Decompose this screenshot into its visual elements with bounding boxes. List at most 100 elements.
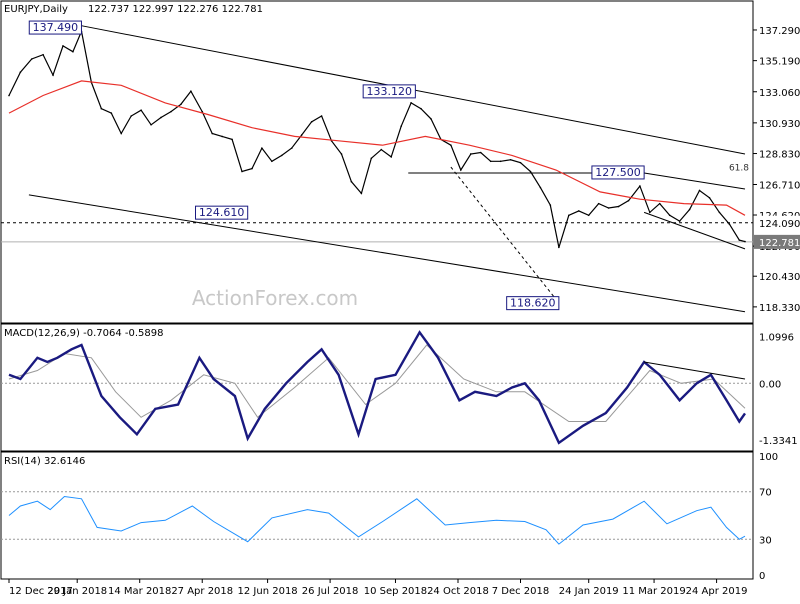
price-point xyxy=(390,156,393,158)
rsi-y-tick-label: 100 xyxy=(759,452,778,463)
rsi-y-tick-label: 30 xyxy=(759,535,772,546)
price-point xyxy=(509,159,512,161)
price-point xyxy=(668,214,671,217)
price-point xyxy=(558,246,560,249)
price-point xyxy=(587,214,590,217)
price-point xyxy=(251,167,253,170)
price-point xyxy=(271,160,273,163)
macd-line xyxy=(8,330,746,445)
price-point xyxy=(469,153,472,155)
price-point xyxy=(300,134,303,136)
price-point xyxy=(140,109,142,111)
price-point xyxy=(649,211,651,214)
price-point xyxy=(201,110,204,113)
price-point xyxy=(100,107,103,110)
current-price-tag xyxy=(754,234,800,249)
price-point xyxy=(728,223,731,225)
price-point xyxy=(410,102,412,104)
price-point xyxy=(489,160,492,163)
price-point xyxy=(617,205,620,208)
x-tick-label: 11 Mar 2019 xyxy=(622,586,685,597)
price-point xyxy=(170,110,172,113)
price-point xyxy=(738,239,741,241)
price-trendline-3 xyxy=(644,172,746,190)
price-point xyxy=(281,154,283,157)
rsi-panel xyxy=(0,451,754,580)
level-tag-text: 124.090 xyxy=(759,219,800,230)
x-tick-label: 26 Jul 2018 xyxy=(302,586,359,597)
price-point xyxy=(744,240,746,243)
price-point xyxy=(30,58,33,60)
price-label-box xyxy=(506,296,560,311)
price-point xyxy=(150,123,152,126)
macd-y-tick-label: 1.0996 xyxy=(759,333,794,344)
x-tick-label: 24 Oct 2018 xyxy=(427,586,489,597)
price-trendline-4 xyxy=(643,211,746,250)
x-tick-label: 10 Sep 2018 xyxy=(364,586,427,597)
x-tick-label: 24 Apr 2019 xyxy=(686,586,748,597)
x-tick-label: 14 Mar 2018 xyxy=(108,586,171,597)
macd-trendline-0 xyxy=(644,361,746,380)
price-y-tick-label: 137.290 xyxy=(759,26,800,37)
price-trendline-1 xyxy=(28,194,746,313)
macd-y-tick-label: 0.00 xyxy=(759,379,781,390)
rsi-y-tick-label: 70 xyxy=(759,488,772,499)
rsi-title: RSI(14) 32.6146 xyxy=(4,456,85,467)
x-tick-label: 12 Jun 2018 xyxy=(238,586,298,597)
rsi-y-tick-label: 0 xyxy=(759,571,765,582)
price-point xyxy=(180,103,182,106)
price-point xyxy=(340,153,343,155)
price-point xyxy=(231,138,233,141)
macd-y-tick-label: -1.3341 xyxy=(759,436,798,447)
x-tick-label: 29 Jan 2018 xyxy=(47,586,107,597)
price-point xyxy=(568,214,570,217)
price-point xyxy=(597,202,600,205)
price-point xyxy=(658,202,661,205)
price-point xyxy=(688,208,691,211)
price-y-tick-label: 133.060 xyxy=(759,88,800,99)
price-point xyxy=(19,71,22,73)
ohlc-header: 122.737 122.997 122.276 122.781 xyxy=(88,4,263,15)
price-point xyxy=(400,125,402,128)
price-label-text: 127.500 xyxy=(595,166,641,179)
price-point xyxy=(261,147,263,149)
price-point xyxy=(450,144,452,147)
price-point xyxy=(42,53,44,56)
price-point xyxy=(718,211,721,214)
price-point xyxy=(479,151,482,154)
price-point xyxy=(577,210,580,212)
price-label-box xyxy=(591,165,645,180)
macd-panel xyxy=(0,323,754,452)
price-point xyxy=(190,90,192,92)
price-point xyxy=(639,185,641,187)
price-point xyxy=(380,148,383,151)
price-point xyxy=(120,132,123,135)
price-point xyxy=(130,115,132,117)
x-tick-label: 24 Jan 2019 xyxy=(559,586,619,597)
watermark: ActionForex.com xyxy=(192,286,358,310)
fib-61-8-label: 61.8 xyxy=(729,164,749,174)
price-point xyxy=(430,118,432,120)
price-label-box xyxy=(195,205,249,220)
price-point xyxy=(420,107,422,110)
price-point xyxy=(698,189,701,192)
price-point xyxy=(519,161,522,164)
price-panel xyxy=(0,0,754,324)
price-label-text: 124.610 xyxy=(199,206,245,219)
price-point xyxy=(320,115,323,117)
price-point xyxy=(627,199,630,202)
price-label-text: 118.620 xyxy=(510,297,556,310)
macd-signal-line xyxy=(8,344,746,422)
price-point xyxy=(160,116,162,119)
price-y-tick-label: 130.930 xyxy=(759,119,800,130)
macd-title: MACD(12,26,9) -0.7064 -0.5898 xyxy=(4,328,164,339)
price-point xyxy=(221,135,223,138)
price-point xyxy=(8,94,10,97)
price-label-box xyxy=(362,84,416,99)
moving-average-line xyxy=(8,80,746,216)
price-point xyxy=(110,112,113,114)
price-label-box xyxy=(28,20,82,35)
price-point xyxy=(310,121,313,123)
